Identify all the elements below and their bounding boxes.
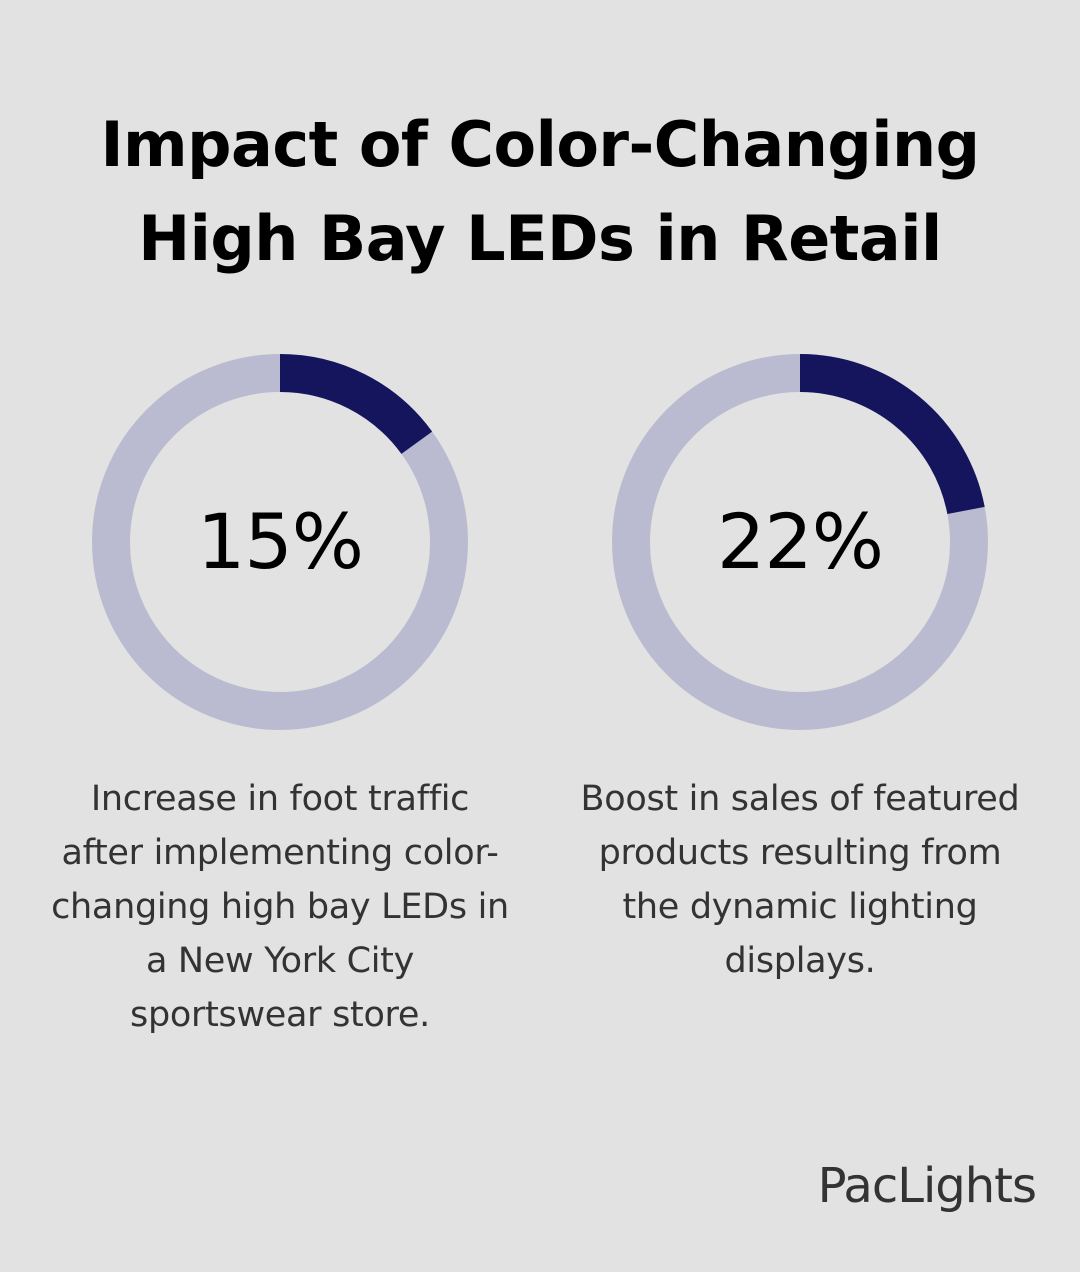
donut-chart-sales-boost: 22% [610,352,990,732]
caption-line: changing high bay LEDs in [51,887,509,927]
caption-line: products resulting from [598,833,1002,873]
caption-line: displays. [724,941,876,981]
caption-line: after implementing color- [61,833,499,873]
caption-sales-boost: Boost in sales of featured products resu… [550,772,1050,988]
caption-foot-traffic: Increase in foot traffic after implement… [30,772,530,1042]
donut-segment [612,354,988,730]
caption-line: Boost in sales of featured [580,779,1020,819]
donut-chart-foot-traffic: 15% [90,352,470,732]
percentage-label: 22% [717,497,884,586]
donut-svg-foot-traffic [92,354,468,730]
donut-svg-sales-boost [612,354,988,730]
caption-line: a New York City [145,941,415,981]
caption-line: sportswear store. [130,995,430,1035]
title-line-2: High Bay LEDs in Retail [138,202,942,275]
caption-line: Increase in foot traffic [90,779,470,819]
paclights-logo: PacLights [817,1158,1037,1214]
caption-line: the dynamic lighting [622,887,978,927]
donut-segment [92,354,468,730]
percentage-label: 15% [197,497,364,586]
title-line-1: Impact of Color-Changing [100,108,980,181]
page-title: Impact of Color-Changing High Bay LEDs i… [40,98,1040,286]
